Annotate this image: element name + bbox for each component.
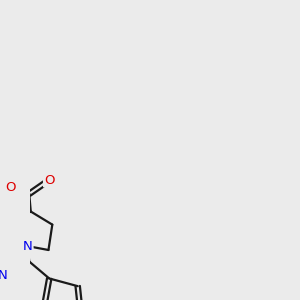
Text: N: N	[23, 240, 33, 253]
Text: O: O	[5, 181, 16, 194]
Text: N: N	[0, 269, 8, 282]
Text: O: O	[44, 173, 55, 187]
